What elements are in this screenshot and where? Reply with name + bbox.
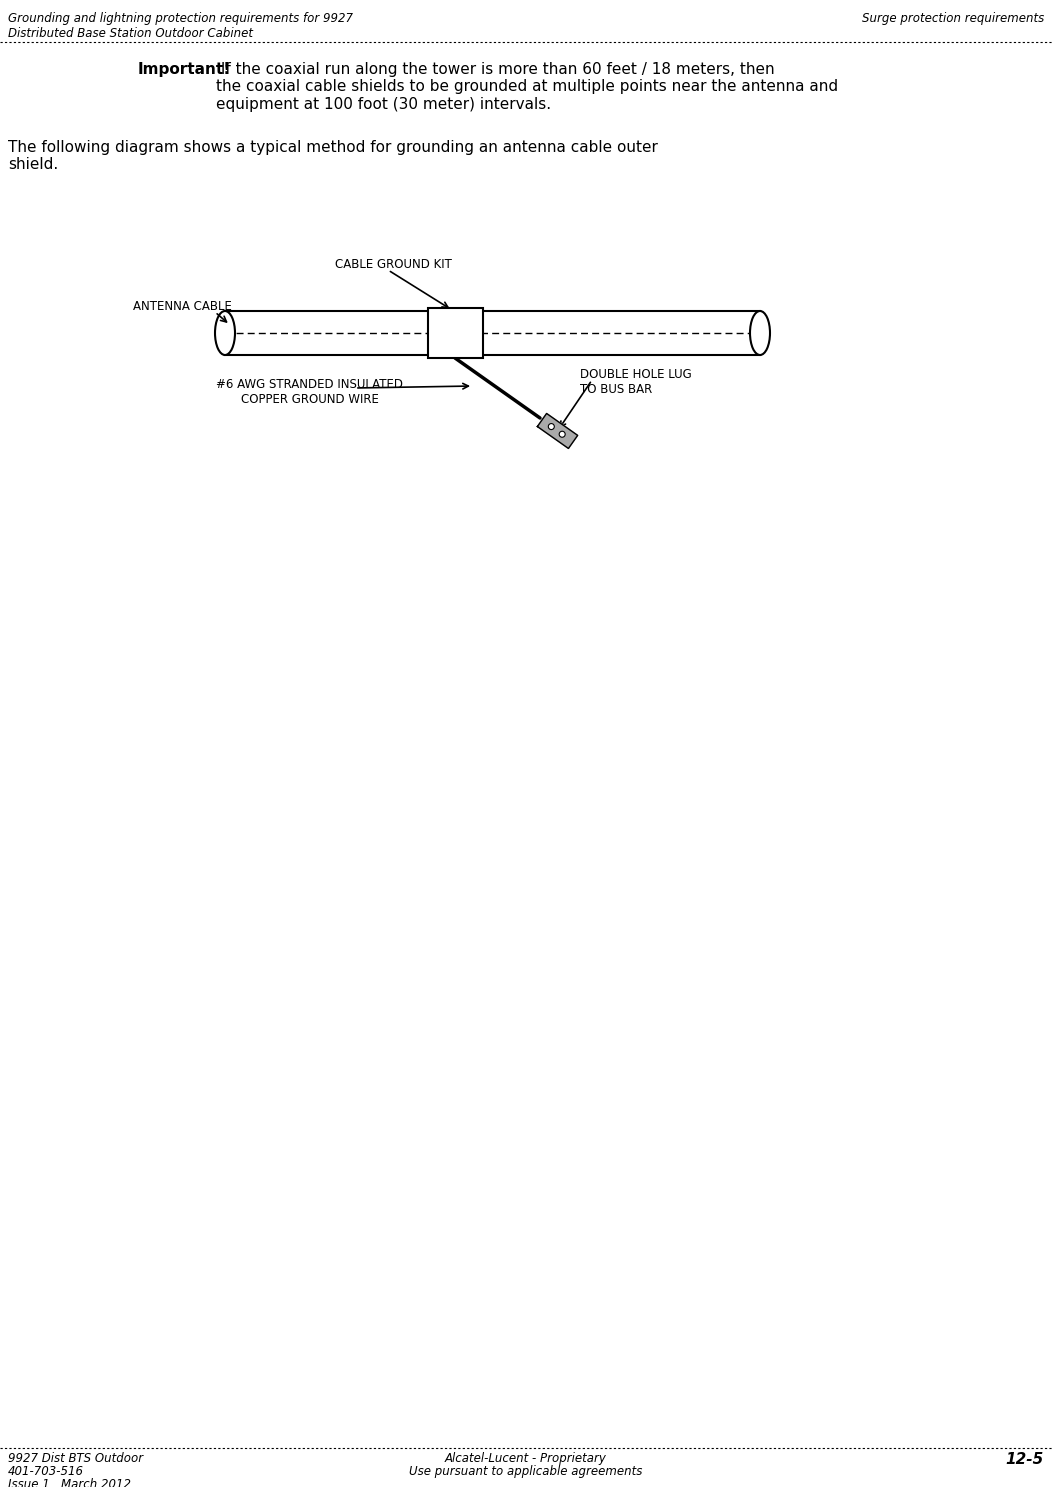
Text: 9927 Dist BTS Outdoor: 9927 Dist BTS Outdoor: [8, 1451, 143, 1465]
Bar: [428, 308, 483, 358]
Ellipse shape: [560, 431, 565, 437]
Ellipse shape: [215, 311, 235, 355]
Text: CABLE GROUND KIT: CABLE GROUND KIT: [335, 259, 452, 271]
Text: DOUBLE HOLE LUG
TO BUS BAR: DOUBLE HOLE LUG TO BUS BAR: [580, 367, 692, 396]
Text: The following diagram shows a typical method for grounding an antenna cable oute: The following diagram shows a typical me…: [8, 140, 658, 172]
Text: Surge protection requirements: Surge protection requirements: [862, 12, 1044, 25]
Text: If the coaxial run along the tower is more than 60 feet / 18 meters, then
the co: If the coaxial run along the tower is mo…: [216, 62, 838, 112]
Text: Alcatel-Lucent - Proprietary: Alcatel-Lucent - Proprietary: [445, 1451, 607, 1465]
Text: #6 AWG STRANDED INSULATED
COPPER GROUND WIRE: #6 AWG STRANDED INSULATED COPPER GROUND …: [217, 378, 404, 406]
Text: Grounding and lightning protection requirements for 9927: Grounding and lightning protection requi…: [8, 12, 353, 25]
Text: 12-5: 12-5: [1006, 1451, 1044, 1468]
Ellipse shape: [548, 424, 554, 430]
Text: 401-703-516: 401-703-516: [8, 1465, 84, 1478]
Text: Important!: Important!: [138, 62, 231, 77]
Polygon shape: [538, 413, 578, 449]
Ellipse shape: [750, 311, 770, 355]
Text: ANTENNA CABLE: ANTENNA CABLE: [133, 300, 231, 312]
Text: Issue 1   March 2012: Issue 1 March 2012: [8, 1478, 132, 1487]
Text: Distributed Base Station Outdoor Cabinet: Distributed Base Station Outdoor Cabinet: [8, 27, 252, 40]
Text: Use pursuant to applicable agreements: Use pursuant to applicable agreements: [409, 1465, 643, 1478]
